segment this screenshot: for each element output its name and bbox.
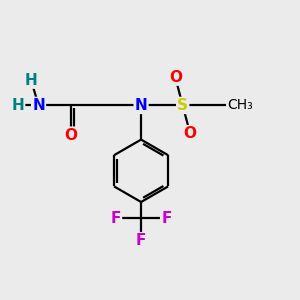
Text: S: S	[177, 98, 188, 113]
Text: O: O	[65, 128, 78, 142]
Text: H: H	[25, 73, 38, 88]
Text: F: F	[111, 211, 121, 226]
Text: F: F	[136, 233, 146, 248]
Text: O: O	[169, 70, 182, 85]
Text: N: N	[135, 98, 148, 113]
Text: N: N	[32, 98, 45, 113]
Text: F: F	[161, 211, 172, 226]
Text: O: O	[184, 126, 196, 141]
Text: H: H	[11, 98, 24, 113]
Text: CH₃: CH₃	[227, 98, 253, 112]
